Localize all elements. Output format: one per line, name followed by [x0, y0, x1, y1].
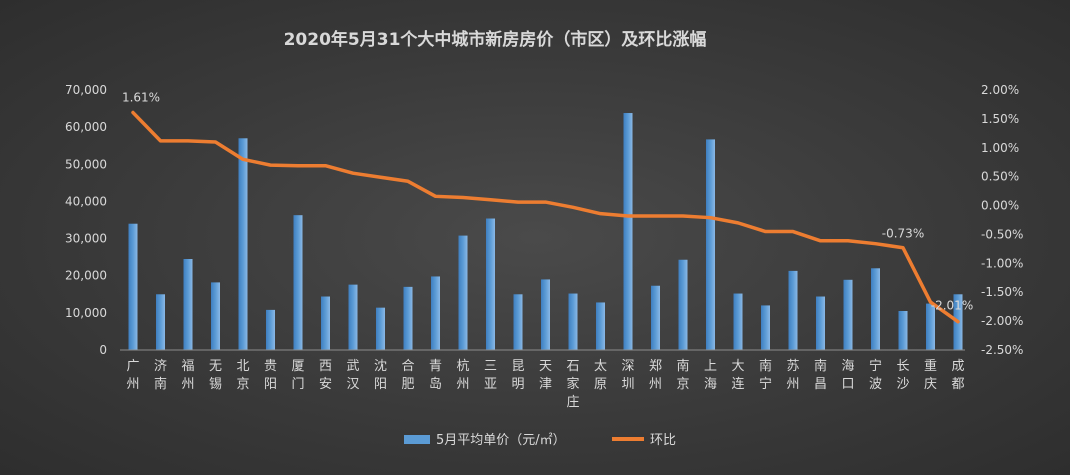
x-tick-label: 福州 — [181, 359, 194, 392]
bar — [651, 285, 660, 350]
x-tick-label: 海口 — [841, 359, 854, 392]
x-tick-label: 沈阳 — [374, 359, 387, 392]
x-tick-label: 武汉 — [346, 359, 359, 392]
x-tick-label: 西安 — [319, 359, 332, 392]
bar — [898, 311, 908, 350]
x-tick-label: 北京 — [236, 359, 249, 392]
chart-title: 2020年5月31个大中城市新房房价（市区）及环比涨幅 — [284, 29, 707, 50]
bar — [733, 293, 743, 350]
bar — [431, 276, 440, 350]
bar — [788, 270, 798, 350]
y-right-tick-label: 0.00% — [981, 199, 1019, 213]
x-tick-label: 南昌 — [814, 358, 827, 392]
x-tick-label: 厦门 — [291, 359, 304, 392]
x-tick-label: 上海 — [704, 359, 717, 392]
bar — [623, 113, 633, 351]
x-tick-label: 石家庄 — [566, 359, 579, 410]
bar — [128, 223, 138, 350]
bar — [843, 279, 853, 350]
y-right-tick-label: -1.00% — [981, 256, 1023, 270]
legend-swatch-bar — [404, 435, 430, 444]
bar — [156, 294, 165, 350]
bar — [596, 302, 605, 350]
x-tick-label: 合肥 — [401, 359, 414, 392]
x-tick-label: 成都 — [951, 359, 964, 392]
x-tick-label: 南宁 — [759, 358, 772, 392]
y-left-tick-label: 50,000 — [65, 157, 107, 171]
line-series — [131, 110, 960, 324]
bar — [541, 279, 550, 350]
bar — [706, 139, 715, 350]
x-tick-label: 长沙 — [896, 359, 909, 392]
data-label: 1.61% — [122, 91, 160, 105]
bar — [376, 307, 385, 350]
bar — [266, 309, 275, 350]
y-left-tick-label: 0 — [99, 343, 107, 357]
y-right-tick-label: -2.00% — [981, 314, 1023, 328]
x-tick-label: 南京 — [676, 358, 689, 392]
x-tick-label: 济南 — [154, 359, 167, 392]
bar — [458, 235, 468, 350]
y-left-tick-label: 10,000 — [65, 306, 107, 320]
y-left-tick-label: 60,000 — [65, 120, 107, 134]
y-left-tick-label: 40,000 — [65, 194, 107, 208]
bar — [238, 138, 248, 350]
legend-label-bar: 5月平均单价（元/㎡） — [436, 433, 566, 448]
y-left-tick-label: 20,000 — [65, 269, 107, 283]
data-label: -0.73% — [882, 227, 924, 241]
legend: 5月平均单价（元/㎡） 环比 — [404, 433, 676, 448]
bar — [926, 303, 935, 350]
bar — [513, 294, 523, 350]
bar — [403, 286, 413, 350]
x-tick-label: 太原 — [594, 359, 607, 392]
y-right-tick-label: 0.50% — [981, 170, 1019, 184]
y-right-tick-label: 1.00% — [981, 141, 1019, 155]
bar — [568, 293, 578, 350]
x-tick-label: 贵阳 — [264, 359, 277, 392]
axes-layer: 0 10,000 20,000 30,000 40,000 50,000 60,000 70,… — [65, 83, 1023, 410]
y-left-tick-label: 30,000 — [65, 232, 107, 246]
bar — [678, 259, 688, 350]
bar — [486, 218, 495, 350]
bar — [761, 305, 770, 350]
data-labels-layer: 1.61% -0.73% -2.01% — [122, 91, 973, 313]
x-tick-label: 郑州 — [649, 359, 662, 392]
y-right-tick-label: 2.00% — [981, 83, 1019, 97]
bar — [293, 215, 303, 350]
x-tick-label: 昆明 — [511, 359, 524, 392]
x-tick-label: 重庆 — [924, 358, 937, 392]
bar — [816, 296, 825, 350]
y-right-tick-label: -1.50% — [981, 285, 1023, 299]
x-tick-label: 杭州 — [456, 359, 469, 392]
x-tick-label: 广州 — [126, 359, 139, 392]
y-right-tick-label: -2.50% — [981, 343, 1023, 357]
bars-layer — [128, 113, 963, 351]
bar — [211, 282, 220, 350]
x-tick-label: 三亚 — [484, 359, 497, 392]
bar — [183, 259, 193, 350]
y-right-tick-label: 1.50% — [981, 112, 1019, 126]
x-tick-label: 青岛 — [429, 359, 442, 392]
x-tick-label: 深圳 — [621, 359, 634, 392]
x-tick-label: 苏州 — [786, 358, 799, 392]
x-tick-label: 无锡 — [209, 359, 222, 392]
line-layer — [131, 110, 960, 324]
bar — [871, 268, 880, 350]
x-tick-label: 宁波 — [869, 358, 882, 392]
bar — [321, 296, 330, 350]
y-right-tick-label: -0.50% — [981, 227, 1023, 241]
x-tick-label: 大连 — [731, 359, 744, 392]
data-label: -2.01% — [931, 299, 973, 313]
bar — [348, 284, 358, 350]
x-tick-label: 天津 — [539, 359, 552, 392]
y-left-tick-label: 70,000 — [65, 83, 107, 97]
legend-label-line: 环比 — [650, 433, 676, 448]
